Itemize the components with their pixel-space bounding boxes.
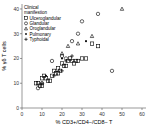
y-tick-label: 30 bbox=[13, 31, 19, 37]
legend-label: Pulmonary bbox=[30, 32, 52, 37]
y-tick-label: 0 bbox=[16, 105, 19, 111]
y-axis bbox=[22, 4, 23, 108]
chart: 0 10 20 30 40 50 60 0 10 20 30 40 % CD3+/CD4−/CD8− T… bbox=[0, 0, 150, 128]
x-tick-label: 60 bbox=[139, 111, 145, 117]
y-tick bbox=[20, 33, 22, 34]
x-axis bbox=[22, 108, 146, 109]
series bbox=[60, 7, 123, 55]
point bbox=[70, 54, 74, 58]
legend-title-line: manifestion bbox=[24, 10, 48, 15]
point bbox=[52, 74, 56, 78]
y-tick-label: 20 bbox=[13, 55, 19, 61]
point bbox=[61, 57, 63, 59]
x-tick-label: 20 bbox=[59, 111, 65, 117]
point bbox=[96, 44, 99, 47]
point bbox=[40, 81, 44, 85]
point bbox=[110, 69, 113, 72]
x-tick-label: 10 bbox=[39, 111, 45, 117]
x-tick-label: 0 bbox=[21, 111, 24, 117]
point bbox=[50, 59, 53, 62]
legend-marker bbox=[24, 38, 27, 41]
legend-marker bbox=[25, 22, 28, 25]
point bbox=[76, 32, 79, 35]
legend-title: Clinicalmanifestion bbox=[24, 5, 48, 15]
point bbox=[80, 20, 83, 23]
point bbox=[45, 75, 47, 77]
point bbox=[90, 34, 93, 37]
point bbox=[70, 39, 73, 42]
point bbox=[76, 42, 79, 45]
y-tick bbox=[20, 58, 22, 59]
legend-marker bbox=[25, 33, 27, 35]
legend-title-line: Clinical bbox=[24, 5, 39, 10]
point bbox=[90, 42, 93, 45]
legend-label: Typhoidal bbox=[30, 37, 49, 42]
point bbox=[84, 57, 87, 60]
x-tick-label: 40 bbox=[99, 111, 105, 117]
x-tick-label: 30 bbox=[79, 111, 85, 117]
series bbox=[34, 42, 99, 87]
legend: ClinicalmanifestionUlceroglandularGlandu… bbox=[24, 5, 62, 42]
y-axis-label: % γδ T cells bbox=[1, 41, 7, 71]
point bbox=[60, 69, 64, 73]
y-tick bbox=[20, 83, 22, 84]
legend-label: Glandular bbox=[30, 21, 50, 26]
legend-marker bbox=[25, 27, 28, 30]
legend-label: Oroglandular bbox=[30, 26, 57, 31]
legend-label: Ulceroglandular bbox=[30, 16, 62, 21]
y-tick bbox=[20, 8, 22, 9]
point bbox=[76, 59, 79, 62]
point bbox=[36, 86, 39, 89]
point bbox=[64, 59, 68, 63]
y-tick-label: 40 bbox=[13, 6, 19, 12]
point bbox=[85, 40, 87, 42]
point bbox=[40, 82, 43, 85]
point bbox=[48, 79, 51, 82]
series bbox=[40, 54, 74, 85]
point bbox=[60, 52, 63, 55]
x-axis-label: % CD3+/CD4−/CD8− T bbox=[56, 119, 114, 125]
x-tick-label: 50 bbox=[119, 111, 125, 117]
point bbox=[96, 12, 99, 15]
y-tick-label: 10 bbox=[13, 80, 19, 86]
y-tick bbox=[20, 108, 22, 109]
point bbox=[120, 7, 123, 10]
point bbox=[66, 44, 69, 47]
series bbox=[45, 40, 87, 77]
point bbox=[64, 64, 67, 67]
point bbox=[80, 57, 83, 60]
legend-marker bbox=[25, 17, 28, 20]
